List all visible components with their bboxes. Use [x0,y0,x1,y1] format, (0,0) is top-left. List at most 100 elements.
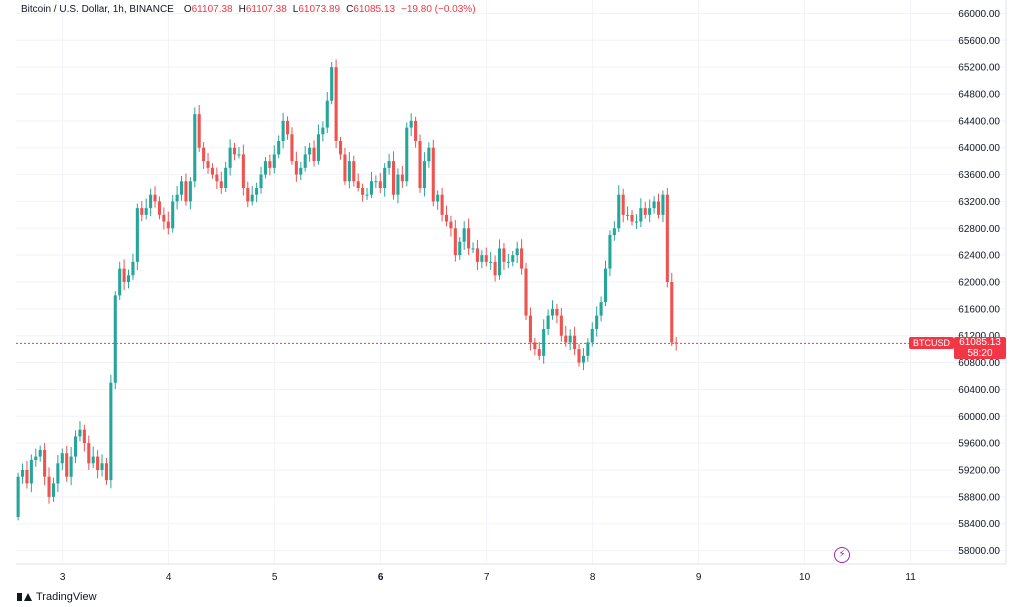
candle-body [96,456,100,470]
candle-body [272,154,276,168]
close-value: 61085.13 [353,4,396,15]
candle-body [29,459,33,484]
candle-body [294,161,298,175]
candle-body [56,463,60,484]
candle-body [528,315,532,343]
x-axis: 3 4 5 6 7 8 9 10 11 [60,572,916,583]
candle-body [308,147,312,155]
x-tick-label: 9 [696,572,702,583]
candle-body [157,201,161,215]
candle-body [100,463,104,470]
y-tick-label: 65600.00 [958,36,1000,47]
candle-body [670,282,674,343]
candle-body [475,248,479,262]
candle-body [325,100,329,128]
candle-body [656,201,661,215]
tradingview-logo-icon [17,592,32,602]
candle-body [595,315,599,329]
candle-body [210,167,214,175]
candle-body [263,161,267,175]
candle-body [122,268,126,282]
y-tick-label: 63200.00 [958,197,1000,208]
candle-body [555,308,559,316]
y-tick-label: 59200.00 [958,466,1000,477]
candle-body [175,194,179,202]
candle-body [467,228,471,249]
candle-body [91,456,95,464]
candle-body [290,134,294,162]
candle-body [493,261,497,276]
candle-body [241,154,245,188]
candle-body [153,194,157,202]
candle-body [246,188,250,202]
candle-body [374,181,378,183]
candle-body [338,141,343,155]
y-tick-label: 60400.00 [958,385,1000,396]
candle-body [232,147,237,155]
symbol-price-tag: BTCUSD [909,337,955,349]
candle-body [497,248,502,276]
y-tick-label: 64400.00 [958,116,1000,127]
x-tick-label: 11 [905,572,916,583]
bar-countdown: 58:20 [967,348,993,359]
candle-body [347,161,351,182]
candle-body [82,429,86,444]
candle-body [422,161,426,188]
x-tick-label: 3 [60,572,66,583]
candle-body [603,268,608,303]
candle-body [458,241,462,256]
candle-body [661,194,665,215]
candle-body [228,147,232,168]
candle-body [16,476,20,517]
y-tick-label: 58400.00 [958,519,1000,530]
candle-body [25,470,29,484]
candle-body [617,194,621,229]
grid [16,0,1006,564]
candle-body [648,208,652,215]
candle-body [113,295,117,383]
candle-body [652,201,656,209]
low-value: 61073.89 [298,4,341,15]
open-value: 61107.38 [191,4,233,15]
candle-body [34,456,38,460]
candle-body [162,214,166,222]
y-tick-label: 64800.00 [958,90,1000,101]
y-tick-label: 65200.00 [958,63,1000,74]
candle-body [316,134,320,162]
candle-body [515,248,519,256]
candle-body [171,201,175,229]
candle-body [69,456,73,477]
candle-body [542,329,546,356]
candle-body [361,188,365,195]
candle-body [179,181,184,195]
lightning-icon[interactable]: ⚡ [834,547,850,563]
candle-body [511,255,515,262]
x-tick-label: 5 [272,572,278,583]
candle-body [352,161,356,182]
candle-body [621,194,625,215]
candle-body [608,235,612,269]
candle-body [343,154,347,182]
candle-body [285,120,290,135]
candle-body [599,302,603,316]
candle-body [237,154,241,156]
candle-body [144,208,148,215]
candle-body [427,147,431,162]
candle-body [118,268,122,296]
candle-body [224,167,228,188]
candle-body [383,167,387,188]
candle-body [573,335,577,350]
candle-body [524,268,528,316]
candle-body [87,443,91,464]
candle-body [537,349,541,356]
candle-body [440,194,444,215]
close-label: C [346,4,354,15]
candle-body [215,174,219,182]
y-tick-label: 59600.00 [958,439,1000,450]
candle-body [277,141,281,155]
candle-body [255,188,259,195]
candle-body [630,214,634,222]
candle-body [471,248,475,250]
candle-body [444,214,449,222]
